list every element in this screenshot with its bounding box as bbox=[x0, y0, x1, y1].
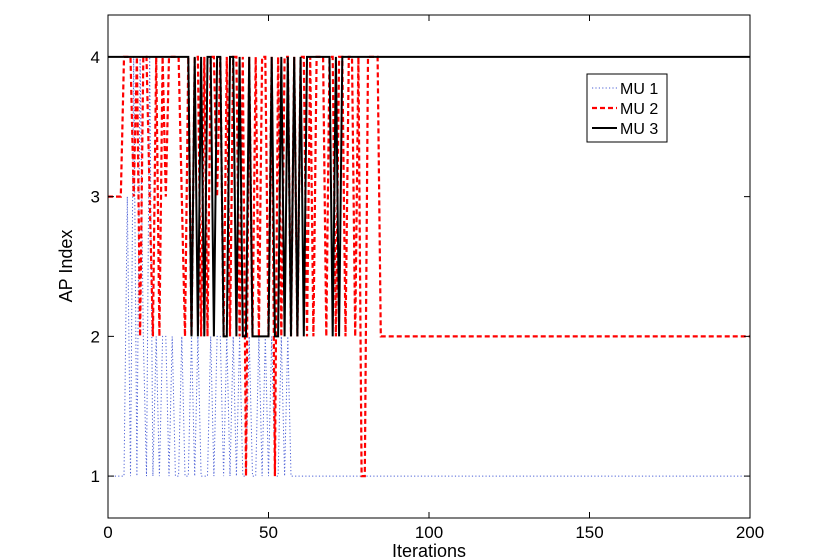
legend-label-mu-2: MU 2 bbox=[620, 101, 658, 118]
x-axis-label: Iterations bbox=[392, 541, 466, 560]
x-tick-label: 50 bbox=[259, 523, 278, 542]
legend-label-mu-3: MU 3 bbox=[620, 121, 658, 138]
series-line-mu-1 bbox=[108, 56, 750, 477]
series-layer bbox=[108, 55, 750, 478]
ticks-layer: 0 50 100 150 200 1 2 3 4 bbox=[91, 15, 764, 542]
y-tick-label: 1 bbox=[91, 467, 100, 486]
y-tick-label: 3 bbox=[91, 188, 100, 207]
y-tick-label: 2 bbox=[91, 327, 100, 346]
y-axis-label: AP Index bbox=[56, 230, 76, 303]
x-tick-label: 200 bbox=[736, 523, 764, 542]
legend: MU 1 MU 2 MU 3 bbox=[586, 73, 668, 143]
x-tick-label: 0 bbox=[103, 523, 112, 542]
x-tick-label: 100 bbox=[415, 523, 443, 542]
y-tick-label: 4 bbox=[91, 48, 100, 67]
x-tick-label: 150 bbox=[575, 523, 603, 542]
series-line-mu-3 bbox=[108, 55, 750, 338]
legend-label-mu-1: MU 1 bbox=[620, 81, 658, 98]
